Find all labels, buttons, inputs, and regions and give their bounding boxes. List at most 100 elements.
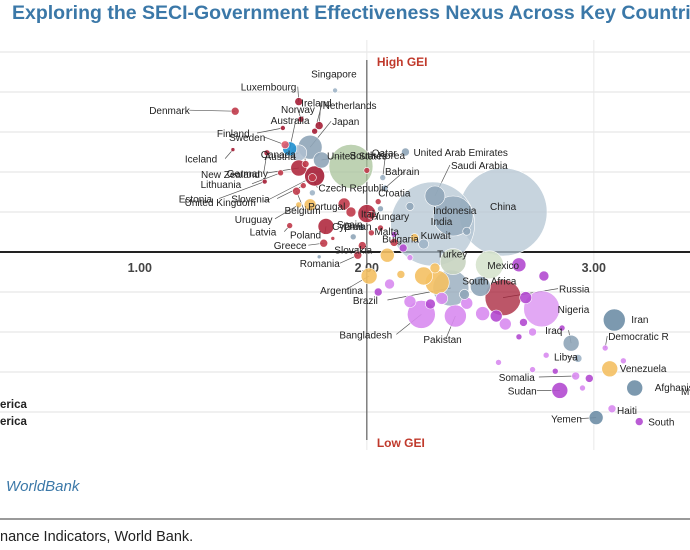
bubble-united-states <box>328 144 374 189</box>
label-spain: Spain <box>337 220 363 231</box>
leader-line <box>263 152 268 174</box>
bubble-denmark <box>230 106 240 116</box>
bubble-new-zealand <box>263 149 271 157</box>
label-italy: Italy <box>361 210 379 221</box>
bubble-greece <box>319 238 329 248</box>
label-pakistan: Pakistan <box>423 335 461 346</box>
bubble-democratic-republic-of-the-congo <box>601 344 609 352</box>
bubble <box>495 359 502 366</box>
bubble-finland <box>280 125 286 131</box>
bubble-pakistan <box>444 304 467 328</box>
label-malta: Malta <box>374 227 399 238</box>
label-hungary: Hungary <box>371 212 409 223</box>
bubble <box>425 298 436 310</box>
label-netherlands: Netherlands <box>323 101 377 112</box>
label-qatar: Qatar <box>372 149 398 160</box>
label-united-arab-emirates: United Arab Emirates <box>413 148 508 159</box>
label-luxembourg: Luxembourg <box>241 83 297 94</box>
label-belgium: Belgium <box>284 206 320 217</box>
bubble <box>406 254 414 261</box>
leader-line <box>274 204 299 220</box>
bubble-portugal <box>303 198 317 212</box>
bubble-hungary <box>367 210 376 220</box>
label-canada: Canada <box>261 150 296 161</box>
label-denmark: Denmark <box>149 106 191 117</box>
bubble <box>459 289 470 300</box>
bubble-norway <box>297 115 305 123</box>
bubble-south-sudan <box>634 417 644 426</box>
bubble <box>363 167 371 174</box>
leader-line <box>189 109 236 112</box>
label-iceland: Iceland <box>185 155 217 166</box>
label-kuwait: Kuwait <box>421 231 451 242</box>
bubble <box>429 262 441 274</box>
bubble-latvia <box>286 222 293 229</box>
bubble-bahrain <box>381 184 389 192</box>
bubble-venezuela <box>601 360 619 378</box>
bubble-south-africa <box>470 276 491 297</box>
bubble-sweden <box>280 140 290 150</box>
bubble <box>519 291 533 304</box>
label-germany: Germany <box>227 169 268 180</box>
label-brazil: Brazil <box>353 296 378 307</box>
bubble <box>330 236 336 241</box>
chart-title: Exploring the SECI-Government Effectiven… <box>12 2 690 24</box>
label-democratic-republic-of-the-congo: Democratic R <box>608 332 669 343</box>
bubble <box>384 278 395 290</box>
bubble-oman <box>359 223 366 231</box>
bubble <box>620 357 627 365</box>
bubble-austria <box>301 160 310 168</box>
bubble-singapore <box>332 87 338 94</box>
label-iraq: Iraq <box>545 326 562 337</box>
bubble-indonesia <box>432 195 474 237</box>
bubble <box>316 254 322 260</box>
legend-entry: erica <box>0 416 27 428</box>
bubble-estonia <box>261 178 268 185</box>
bubble <box>538 270 550 282</box>
label-china: China <box>490 202 517 213</box>
label-cyprus: Cyprus <box>332 222 364 233</box>
label-estonia: Estonia <box>179 195 213 206</box>
bubble <box>309 189 316 197</box>
bubble-czech-republic <box>308 173 317 182</box>
bubble <box>462 226 472 236</box>
label-saudi-arabia: Saudi Arabia <box>451 161 508 172</box>
bubble-romania <box>353 250 363 260</box>
low-gei-label: Low GEI <box>377 436 425 450</box>
bubble-bulgaria <box>389 238 399 247</box>
bubble-belgium <box>292 186 301 196</box>
bubble-netherlands <box>311 127 318 135</box>
bubble-sudan <box>551 382 569 399</box>
legend-entry: erica <box>0 399 27 411</box>
country-labels: SingaporeDenmarkLuxembourgFinlandNorwayI… <box>149 69 690 428</box>
label-ireland: Ireland <box>301 99 332 110</box>
bubble-uruguay <box>295 201 303 209</box>
label-south-korea: South Korea <box>349 151 405 162</box>
label-cut-label: M <box>681 387 689 398</box>
bubble-slovakia <box>358 241 367 250</box>
bubble-south-korea <box>313 151 330 169</box>
bubble-kuwait <box>418 238 429 250</box>
bubble <box>373 287 383 297</box>
bubble <box>403 295 417 308</box>
label-turkey: Turkey <box>437 250 467 261</box>
bubble-afghanistan <box>626 379 644 397</box>
label-bangladesh: Bangladesh <box>339 330 392 341</box>
label-south-sudan: South <box>648 418 674 429</box>
bubble <box>398 243 408 253</box>
label-haiti: Haiti <box>617 406 637 417</box>
bubble <box>435 292 449 305</box>
label-venezuela: Venezuela <box>620 364 667 375</box>
bubble <box>558 324 566 332</box>
leader-line <box>256 127 283 134</box>
leader-line <box>218 181 265 199</box>
bubble-luxembourg <box>294 97 304 106</box>
bubble-poland <box>317 218 335 235</box>
bubble-nigeria <box>523 290 560 328</box>
bubble <box>377 205 384 213</box>
label-nigeria: Nigeria <box>558 305 590 316</box>
grid-lines <box>0 40 690 450</box>
label-mexico: Mexico <box>487 261 519 272</box>
leader-line <box>382 152 387 178</box>
